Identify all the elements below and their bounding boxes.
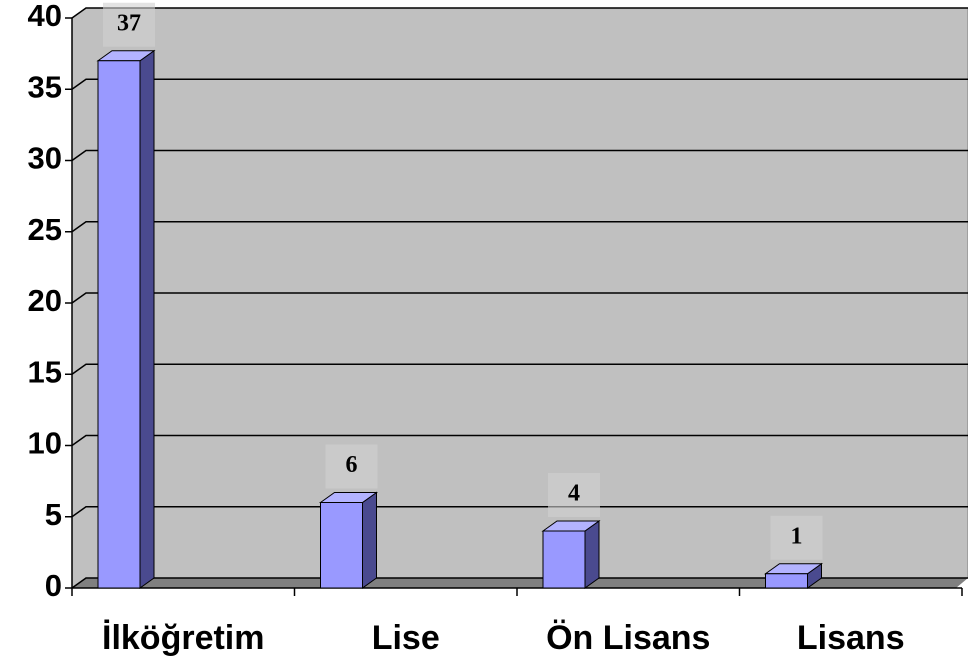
- grid-line: [71, 221, 968, 233]
- grid-line: [71, 78, 968, 90]
- bar-face: [320, 502, 363, 589]
- value-label: 1: [791, 523, 803, 549]
- grid-line: [71, 149, 968, 162]
- value-label-bg: [548, 473, 600, 517]
- y-tick-label: 30: [28, 141, 62, 176]
- bar: [318, 491, 379, 589]
- y-tick-label: 10: [28, 426, 62, 461]
- x-tick-label: İlköğretim: [102, 619, 264, 657]
- grid-line: [71, 7, 968, 19]
- value-label-bg: [770, 515, 823, 560]
- grid-line: [71, 363, 968, 375]
- bar-face: [542, 530, 586, 589]
- bar-face: [139, 49, 155, 589]
- y-tick-label: 25: [28, 212, 62, 247]
- bar-face: [97, 60, 141, 589]
- grid-line: [71, 292, 968, 304]
- x-tick-label: Lise: [372, 619, 440, 657]
- bar-face: [362, 491, 377, 589]
- bar-face: [765, 573, 808, 589]
- value-label-bg: [325, 444, 378, 489]
- y-tick-label: 35: [28, 69, 62, 104]
- y-tick-label: 40: [28, 0, 62, 33]
- x-tick-label: Ön Lisans: [546, 619, 710, 657]
- grid-line: [71, 506, 968, 518]
- value-label-bg: [103, 2, 155, 47]
- bar: [96, 49, 156, 589]
- grid-line: [71, 577, 968, 589]
- bar-face: [584, 520, 600, 589]
- bar: [763, 562, 824, 589]
- plot-floor: [72, 578, 968, 588]
- y-tick-label: 20: [28, 283, 62, 318]
- y-tick-label: 0: [45, 568, 62, 603]
- y-tick-label: 15: [28, 354, 62, 389]
- value-label: 37: [117, 10, 141, 36]
- value-label: 6: [346, 452, 358, 478]
- bar: [541, 520, 601, 589]
- plot-wall: [71, 7, 968, 589]
- y-tick-label: 5: [45, 497, 62, 532]
- value-label: 4: [568, 481, 580, 507]
- grid-line: [71, 434, 968, 447]
- x-tick-label: Lisans: [797, 619, 905, 657]
